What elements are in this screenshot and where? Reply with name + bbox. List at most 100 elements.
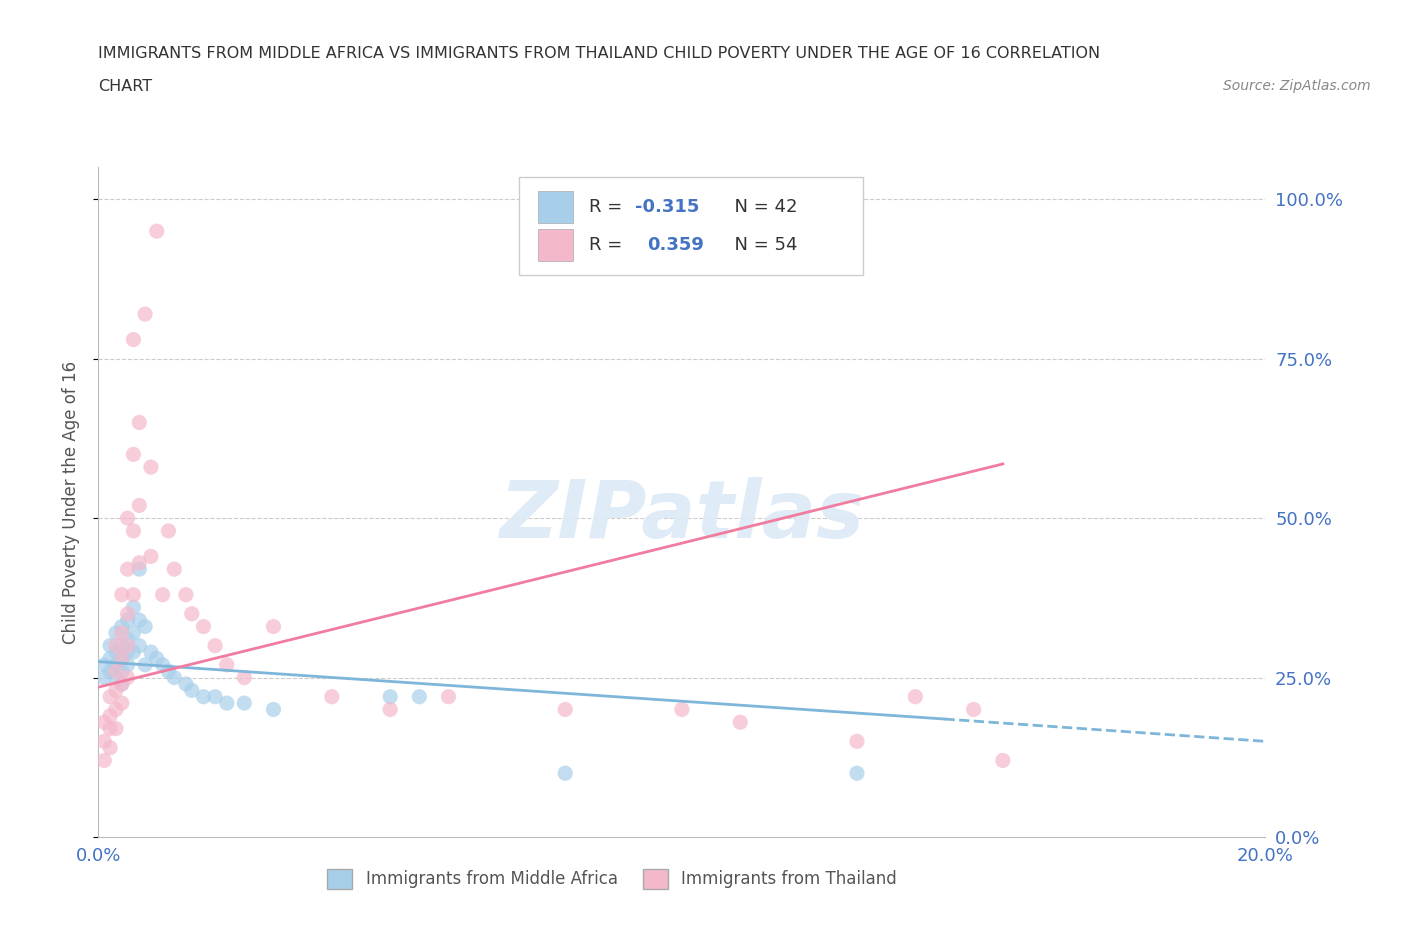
- Point: [111, 619, 134, 634]
- Point: [93, 715, 115, 730]
- Point: [204, 638, 226, 653]
- Point: [117, 644, 139, 659]
- Point: [128, 498, 150, 512]
- Point: [437, 689, 460, 704]
- Point: [139, 549, 162, 564]
- Point: [93, 658, 115, 672]
- Point: [962, 702, 984, 717]
- Point: [128, 638, 150, 653]
- Point: [233, 671, 256, 685]
- Text: ZIPatlas: ZIPatlas: [499, 476, 865, 554]
- Point: [111, 664, 134, 679]
- Point: [152, 587, 174, 602]
- Point: [378, 702, 402, 717]
- Point: [845, 765, 868, 780]
- Point: [104, 671, 127, 685]
- Point: [111, 676, 134, 691]
- Text: -0.315: -0.315: [636, 198, 700, 216]
- Point: [134, 307, 156, 322]
- FancyBboxPatch shape: [519, 178, 863, 274]
- Point: [180, 683, 202, 698]
- Text: CHART: CHART: [98, 79, 152, 94]
- Point: [174, 587, 197, 602]
- Point: [111, 626, 134, 641]
- Point: [104, 658, 127, 672]
- Point: [111, 651, 134, 666]
- Point: [128, 562, 150, 577]
- Point: [117, 613, 139, 628]
- Point: [671, 702, 693, 717]
- Point: [262, 702, 284, 717]
- Point: [204, 689, 226, 704]
- Point: [128, 555, 150, 570]
- Point: [554, 702, 576, 717]
- Point: [111, 587, 134, 602]
- Point: [122, 447, 145, 462]
- Point: [104, 638, 127, 653]
- Point: [98, 664, 121, 679]
- Text: IMMIGRANTS FROM MIDDLE AFRICA VS IMMIGRANTS FROM THAILAND CHILD POVERTY UNDER TH: IMMIGRANTS FROM MIDDLE AFRICA VS IMMIGRA…: [98, 46, 1101, 61]
- Point: [157, 524, 180, 538]
- Point: [146, 651, 169, 666]
- Point: [111, 638, 134, 653]
- Point: [98, 740, 121, 755]
- Point: [104, 683, 127, 698]
- FancyBboxPatch shape: [538, 229, 574, 261]
- Text: 0.359: 0.359: [647, 236, 704, 254]
- Point: [845, 734, 868, 749]
- Point: [122, 600, 145, 615]
- Text: R =: R =: [589, 198, 627, 216]
- Point: [180, 606, 202, 621]
- Point: [991, 753, 1014, 768]
- Point: [93, 734, 115, 749]
- Point: [163, 562, 186, 577]
- Point: [104, 664, 127, 679]
- Point: [122, 626, 145, 641]
- Point: [117, 658, 139, 672]
- Text: N = 54: N = 54: [723, 236, 797, 254]
- Point: [904, 689, 927, 704]
- Point: [233, 696, 256, 711]
- Point: [215, 696, 238, 711]
- Point: [104, 626, 127, 641]
- FancyBboxPatch shape: [538, 191, 574, 223]
- Point: [193, 619, 215, 634]
- Point: [117, 606, 139, 621]
- Text: Source: ZipAtlas.com: Source: ZipAtlas.com: [1223, 79, 1371, 93]
- Point: [128, 613, 150, 628]
- Point: [139, 644, 162, 659]
- Point: [554, 765, 576, 780]
- Point: [139, 459, 162, 474]
- Point: [104, 644, 127, 659]
- Point: [193, 689, 215, 704]
- Point: [117, 638, 139, 653]
- Point: [146, 224, 169, 239]
- Point: [117, 562, 139, 577]
- Point: [378, 689, 402, 704]
- Point: [134, 619, 156, 634]
- Point: [122, 644, 145, 659]
- Point: [93, 671, 115, 685]
- Point: [111, 696, 134, 711]
- Point: [98, 638, 121, 653]
- Y-axis label: Child Poverty Under the Age of 16: Child Poverty Under the Age of 16: [62, 361, 80, 644]
- Point: [104, 721, 127, 736]
- Text: N = 42: N = 42: [723, 198, 797, 216]
- Point: [117, 511, 139, 525]
- Point: [174, 676, 197, 691]
- Point: [98, 709, 121, 724]
- Point: [111, 676, 134, 691]
- Point: [134, 658, 156, 672]
- Point: [122, 587, 145, 602]
- Point: [122, 524, 145, 538]
- Point: [728, 715, 751, 730]
- Point: [98, 651, 121, 666]
- Text: R =: R =: [589, 236, 633, 254]
- Point: [157, 664, 180, 679]
- Point: [262, 619, 284, 634]
- Point: [98, 721, 121, 736]
- Point: [128, 415, 150, 430]
- Point: [215, 658, 238, 672]
- Point: [152, 658, 174, 672]
- Point: [111, 651, 134, 666]
